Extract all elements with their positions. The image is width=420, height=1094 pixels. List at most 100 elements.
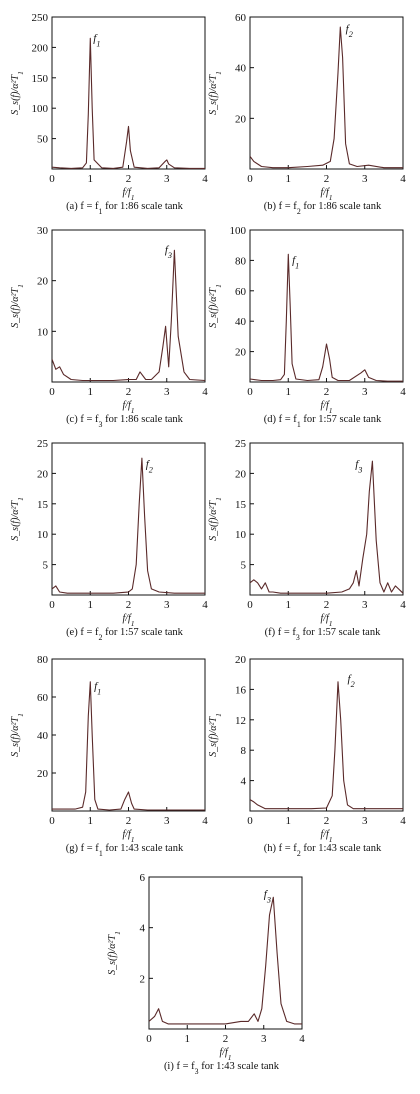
panel-a: 0 1 2 3 4 50 100 150 200 250 S_s(f)/α²T1 f/f1(a) f … <box>10 12 208 216</box>
y-tick-label: 20 <box>235 468 247 480</box>
y-tick-label: 60 <box>235 286 247 298</box>
spectrum-curve <box>250 681 403 810</box>
x-tick-label: 4 <box>202 386 208 398</box>
x-tick-label: 3 <box>362 386 368 398</box>
y-tick-label: 150 <box>32 73 49 85</box>
x-tick-label: 0 <box>49 599 55 611</box>
y-axis-label: S_s(f)/α²T1 <box>10 497 25 541</box>
x-tick-label: 0 <box>49 386 55 398</box>
x-axis-label: f/f1 <box>320 187 332 202</box>
x-axis-label: f/f1 <box>122 829 134 844</box>
y-tick-label: 12 <box>235 715 246 727</box>
plot-frame <box>51 442 206 596</box>
y-tick-label: 5 <box>43 560 49 572</box>
x-axis-label: f/f1 <box>320 829 332 844</box>
panel-f: 0 1 2 3 4 5 10 15 20 25 S_s(f)/α²T1 f/f1(f) f = f3 … <box>208 438 406 642</box>
panel-e: 0 1 2 3 4 5 10 15 20 25 S_s(f)/α²T1 f/f1(e) f = f2 … <box>10 438 208 642</box>
plot-frame <box>148 876 303 1030</box>
y-tick-label: 20 <box>37 276 49 288</box>
x-tick-label: 1 <box>286 599 292 611</box>
y-axis-label: S_s(f)/α²T1 <box>10 71 25 115</box>
x-tick-label: 2 <box>324 173 330 185</box>
x-tick-label: 2 <box>324 599 330 611</box>
plot-frame <box>249 442 404 596</box>
x-tick-label: 4 <box>202 599 208 611</box>
x-tick-label: 4 <box>400 173 406 185</box>
x-tick-label: 1 <box>88 599 94 611</box>
y-tick-label: 200 <box>32 42 49 54</box>
y-tick-label: 4 <box>140 923 146 935</box>
peak-label: f2 <box>146 458 153 474</box>
x-tick-label: 4 <box>400 386 406 398</box>
x-tick-label: 2 <box>324 386 330 398</box>
spectrum-curve <box>52 249 205 382</box>
panel-caption: (b) f = f2 for 1:86 scale tank <box>264 201 382 216</box>
y-tick-label: 250 <box>32 12 49 24</box>
plot-frame <box>249 16 404 170</box>
y-tick-label: 100 <box>32 103 49 115</box>
peak-label: f2 <box>346 23 353 39</box>
y-tick-label: 10 <box>37 529 49 541</box>
x-axis-label: f/f1 <box>122 187 134 202</box>
x-axis-label: f/f1 <box>122 400 134 415</box>
panel-caption: (d) f = f1 for 1:57 scale tank <box>264 414 382 429</box>
x-tick-label: 0 <box>49 173 55 185</box>
spectrum-curve <box>250 26 403 169</box>
x-tick-label: 2 <box>126 386 132 398</box>
peak-label: f1 <box>94 680 101 696</box>
plot-frame <box>51 658 206 812</box>
x-axis-label: f/f1 <box>320 400 332 415</box>
x-tick-label: 3 <box>164 599 170 611</box>
x-tick-label: 1 <box>286 815 292 827</box>
x-tick-label: 3 <box>362 599 368 611</box>
x-tick-label: 0 <box>247 173 253 185</box>
x-tick-label: 4 <box>400 815 406 827</box>
y-axis-label: S_s(f)/α²T1 <box>208 713 223 757</box>
plot-frame <box>249 658 404 812</box>
y-tick-label: 10 <box>235 529 247 541</box>
x-tick-label: 3 <box>362 173 368 185</box>
peak-label: f3 <box>264 888 271 904</box>
y-tick-label: 100 <box>230 225 247 237</box>
y-axis-label: S_s(f)/α²T1 <box>10 713 25 757</box>
x-tick-label: 4 <box>202 815 208 827</box>
y-tick-label: 15 <box>37 499 49 511</box>
y-axis-label: S_s(f)/α²T1 <box>208 497 223 541</box>
x-tick-label: 4 <box>202 173 208 185</box>
x-tick-label: 1 <box>88 173 94 185</box>
panel-caption: (i) f = f3 for 1:43 scale tank <box>164 1061 280 1076</box>
x-tick-label: 2 <box>324 815 330 827</box>
x-tick-label: 1 <box>185 1033 191 1045</box>
x-axis-label: f/f1 <box>219 1047 231 1062</box>
y-tick-label: 25 <box>37 438 49 450</box>
y-tick-label: 40 <box>235 316 247 328</box>
y-tick-label: 2 <box>140 973 146 985</box>
x-tick-label: 1 <box>88 815 94 827</box>
y-tick-label: 60 <box>37 692 49 704</box>
x-tick-label: 2 <box>126 173 132 185</box>
x-tick-label: 3 <box>261 1033 267 1045</box>
y-tick-label: 60 <box>235 12 247 24</box>
plot-frame <box>249 229 404 383</box>
x-tick-label: 0 <box>49 815 55 827</box>
x-tick-label: 3 <box>164 173 170 185</box>
y-tick-label: 20 <box>235 113 247 125</box>
y-tick-label: 20 <box>235 654 247 666</box>
x-axis-label: f/f1 <box>122 613 134 628</box>
panel-g: 0 1 2 3 4 20 40 60 80 S_s(f)/α²T1 f/f1(g) f = f1 f… <box>10 654 208 858</box>
plot-frame <box>51 16 206 170</box>
spectrum-curve <box>250 460 403 594</box>
x-axis-label: f/f1 <box>320 613 332 628</box>
panel-c: 0 1 2 3 4 10 20 30 S_s(f)/α²T1 f/f1(c) f = f3 for… <box>10 225 208 429</box>
x-tick-label: 1 <box>286 386 292 398</box>
x-tick-label: 3 <box>362 815 368 827</box>
y-tick-label: 6 <box>140 872 146 884</box>
y-tick-label: 30 <box>37 225 49 237</box>
peak-label: f3 <box>355 458 362 474</box>
y-tick-label: 20 <box>235 347 247 359</box>
x-tick-label: 3 <box>164 815 170 827</box>
panel-b: 0 1 2 3 4 20 40 60 S_s(f)/α²T1 f/f1(b) f = f2 for… <box>208 12 406 216</box>
